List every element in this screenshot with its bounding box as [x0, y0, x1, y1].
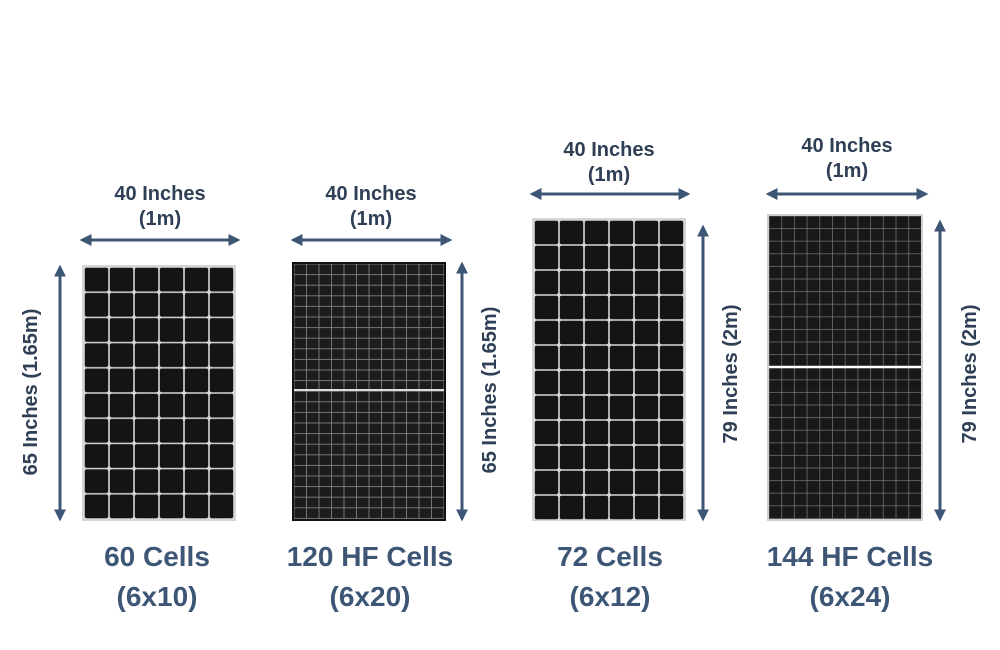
cell-grid [84, 267, 234, 519]
cell-grid [294, 264, 444, 519]
width-label: 40 Inches [801, 135, 892, 157]
panel-name: 120 HF Cells [287, 541, 454, 572]
panel: 40 Inches (1m) 65 Inches (1.65m) 60 Cell… [20, 183, 241, 612]
width-metric: (1m) [350, 208, 392, 230]
panel-layout: (6x24) [810, 581, 891, 612]
panel-name: 144 HF Cells [767, 541, 934, 572]
panel-layout: (6x10) [117, 581, 198, 612]
width-label: 40 Inches [563, 139, 654, 161]
width-label: 40 Inches [114, 183, 205, 205]
width-metric: (1m) [826, 160, 868, 182]
height-label: 65 Inches (1.65m) [20, 309, 42, 476]
panel: 40 Inches (1m) 65 Inches (1.65m) 120 HF … [287, 183, 501, 612]
panel-layout: (6x20) [330, 581, 411, 612]
width-metric: (1m) [139, 208, 181, 230]
panel-name: 60 Cells [104, 541, 210, 572]
panel: 40 Inches (1m) 79 Inches (2m) 72 Cells (… [529, 139, 742, 612]
panel: 40 Inches (1m) 79 Inches (2m) 144 HF Cel… [765, 135, 981, 612]
height-label: 79 Inches (2m) [720, 305, 742, 444]
width-metric: (1m) [588, 164, 630, 186]
height-label: 79 Inches (2m) [959, 305, 981, 444]
height-label: 65 Inches (1.65m) [479, 307, 501, 474]
panel-layout: (6x12) [570, 581, 651, 612]
width-label: 40 Inches [325, 183, 416, 205]
cell-grid [534, 220, 684, 520]
panel-name: 72 Cells [557, 541, 663, 572]
